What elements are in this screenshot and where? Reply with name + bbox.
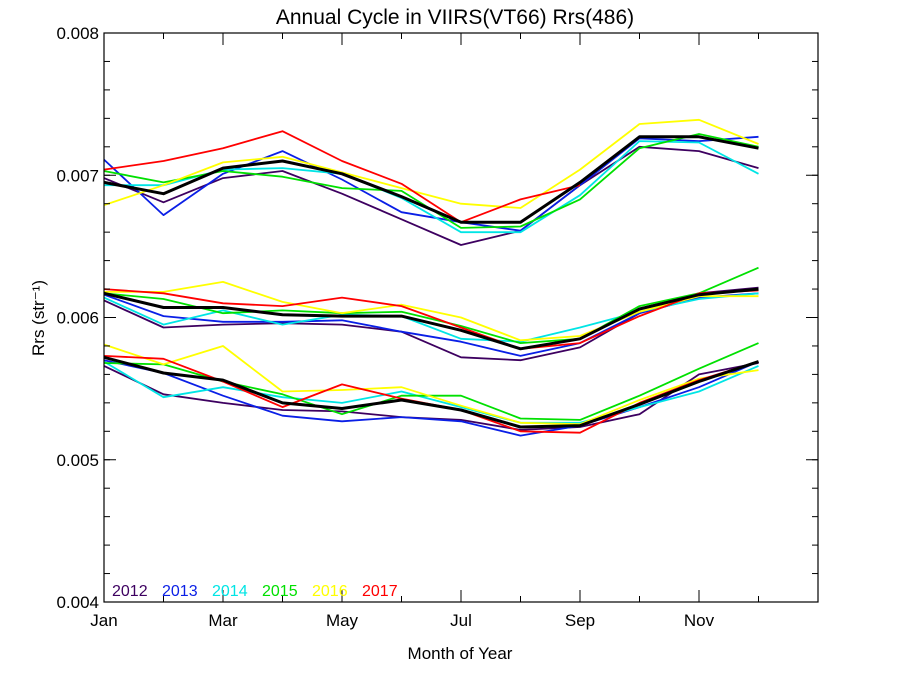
series-line-mean-lower [103,355,759,429]
x-tick-label: Sep [565,611,595,630]
series-line-2013-upper [103,135,759,232]
series-line-2016-lower [103,343,759,426]
series-line-2015-middle [103,266,759,344]
legend-item-2017: 2017 [362,583,398,600]
x-tick-label: May [326,611,359,630]
series-line-2014-lower [103,360,759,424]
x-axis: Jan Mar May Jul Sep Nov [90,33,819,630]
legend: 2012 2013 2014 2015 2016 2017 [112,583,398,600]
x-tick-label: Jan [90,611,117,630]
legend-item-2013: 2013 [162,583,198,600]
x-tick-label: Mar [208,611,238,630]
x-tick-label: Jul [450,611,472,630]
x-tick-label: Nov [684,611,715,630]
series-line-2012-upper [103,145,759,246]
y-tick-label: 0.004 [56,593,99,612]
series-line-2015-lower [103,342,759,421]
y-tick-label: 0.005 [56,451,99,470]
y-axis: 0.004 0.005 0.006 0.007 0.008 [56,24,818,612]
legend-item-2015: 2015 [262,583,298,600]
x-axis-label: Month of Year [408,644,513,663]
legend-item-2014: 2014 [212,583,248,600]
series-line-2016-upper [103,118,759,209]
y-tick-label: 0.006 [56,309,99,328]
y-tick-label: 0.007 [56,166,99,185]
series-line-mean-middle [103,287,759,351]
y-axis-label: Rrs (str⁻¹) [29,280,48,356]
legend-item-2016: 2016 [312,583,348,600]
legend-item-2012: 2012 [112,583,148,600]
series-layer [103,118,759,437]
series-line-2017-upper [103,130,581,224]
series-line-2013-middle [103,292,759,357]
series-line-2017-lower [103,355,759,434]
series-line-2017-middle [103,288,759,350]
series-line-mean-upper [103,135,759,224]
y-tick-label: 0.008 [56,24,99,43]
series-line-2016-middle [104,281,759,342]
chart-title: Annual Cycle in VIIRS(VT66) Rrs(486) [276,6,634,29]
